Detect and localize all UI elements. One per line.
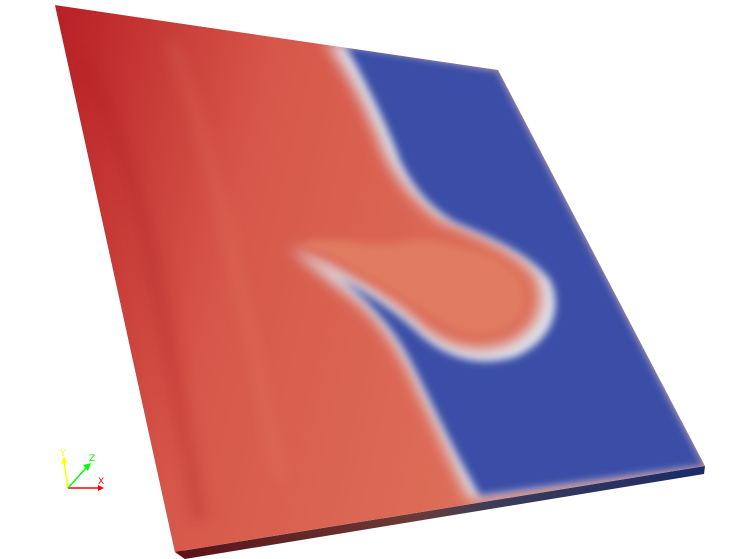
blue-region [340, 45, 705, 496]
axis-x-arrow [98, 485, 104, 491]
slab-top-surface [55, 5, 705, 552]
axis-z-label: Z [89, 454, 95, 464]
axis-y-label: Y [59, 449, 66, 459]
red-lobe [300, 239, 525, 335]
texture-streak [163, 37, 287, 482]
slab-front-face [175, 466, 705, 559]
orientation-axes-widget[interactable]: X Y Z [59, 449, 104, 491]
axis-y-line [63, 461, 69, 489]
axis-x-label: X [98, 477, 104, 487]
axis-y-arrow [61, 456, 67, 464]
axis-z-arrow [83, 463, 91, 471]
texture-streak [73, 55, 208, 522]
axis-z-line [67, 467, 87, 489]
